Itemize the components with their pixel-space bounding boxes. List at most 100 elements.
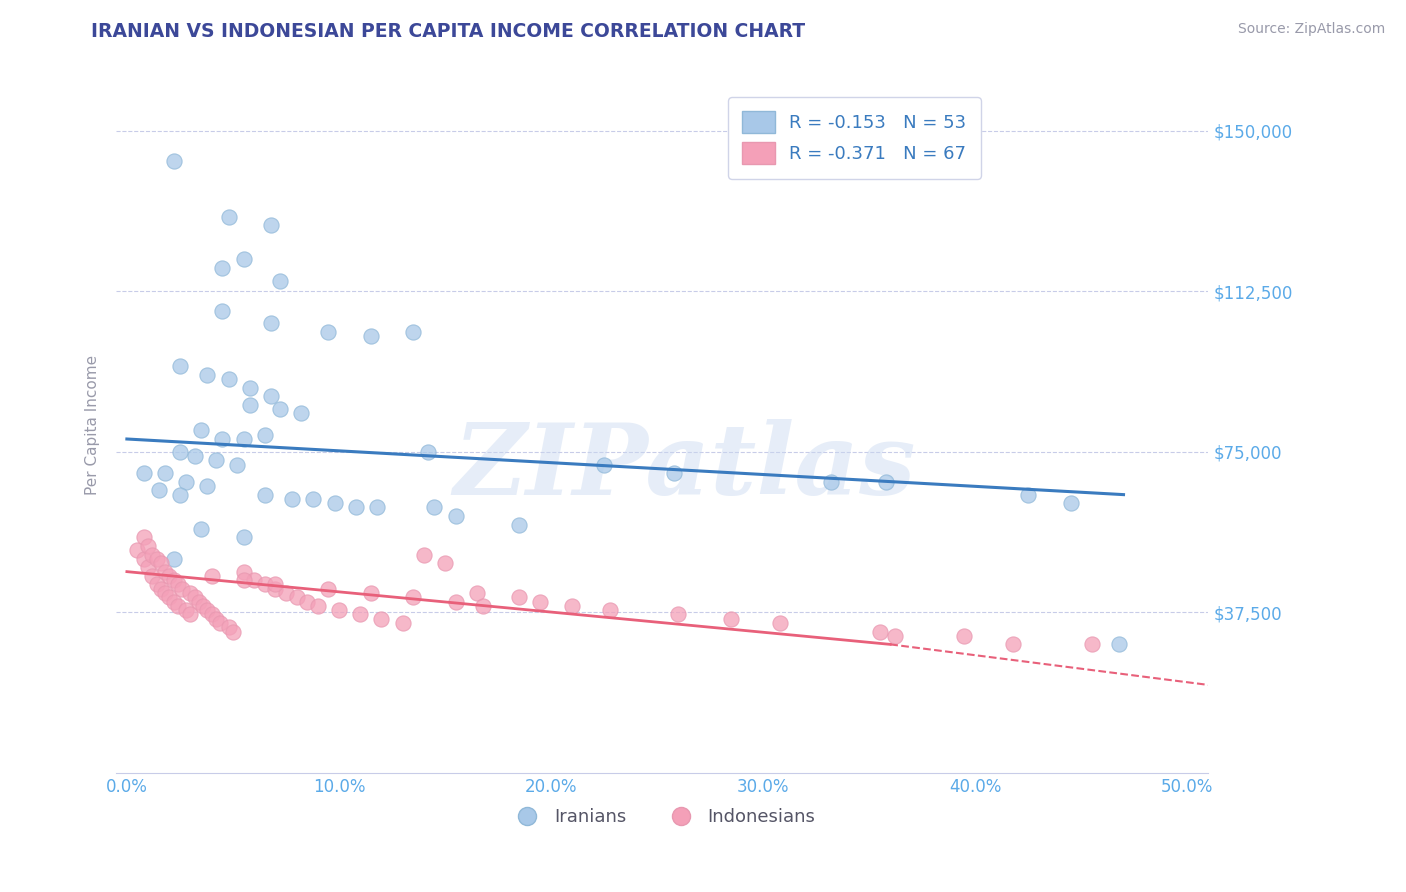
Point [157, 569, 180, 583]
Point [285, 591, 308, 605]
Point [366, 500, 388, 515]
Point [232, 432, 254, 446]
Point [444, 508, 467, 523]
Point [662, 467, 685, 481]
Point [149, 582, 172, 596]
Point [360, 329, 382, 343]
Point [132, 530, 155, 544]
Point [391, 615, 413, 630]
Point [239, 381, 262, 395]
Point [211, 260, 233, 275]
Point [201, 569, 224, 583]
Point [145, 551, 167, 566]
Point [184, 591, 207, 605]
Point [197, 368, 219, 382]
Point [243, 573, 266, 587]
Point [132, 551, 155, 566]
Point [211, 432, 233, 446]
Point [529, 594, 551, 608]
Text: IRANIAN VS INDONESIAN PER CAPITA INCOME CORRELATION CHART: IRANIAN VS INDONESIAN PER CAPITA INCOME … [91, 22, 806, 41]
Point [318, 582, 340, 596]
Point [599, 603, 621, 617]
Point [141, 548, 163, 562]
Point [323, 496, 346, 510]
Y-axis label: Per Capita Income: Per Capita Income [86, 355, 100, 495]
Point [307, 599, 329, 613]
Point [264, 582, 287, 596]
Point [141, 569, 163, 583]
Point [508, 591, 530, 605]
Point [820, 475, 842, 489]
Point [412, 548, 434, 562]
Point [402, 591, 425, 605]
Point [174, 603, 197, 617]
Point [157, 591, 180, 605]
Point [218, 372, 240, 386]
Point [218, 620, 240, 634]
Point [472, 599, 495, 613]
Point [465, 586, 488, 600]
Point [190, 522, 212, 536]
Point [295, 594, 318, 608]
Point [253, 488, 276, 502]
Point [197, 603, 219, 617]
Point [211, 303, 233, 318]
Point [188, 594, 211, 608]
Point [508, 517, 530, 532]
Point [136, 560, 159, 574]
Point [209, 615, 232, 630]
Point [179, 607, 201, 622]
Point [260, 317, 283, 331]
Point [169, 445, 191, 459]
Point [148, 483, 170, 498]
Point [769, 615, 792, 630]
Point [239, 398, 262, 412]
Point [269, 274, 291, 288]
Point [344, 500, 367, 515]
Point [1080, 637, 1102, 651]
Point [1108, 637, 1130, 651]
Point [423, 500, 446, 515]
Point [1059, 496, 1081, 510]
Point [132, 467, 155, 481]
Point [127, 543, 149, 558]
Text: Source: ZipAtlas.com: Source: ZipAtlas.com [1237, 22, 1385, 37]
Point [302, 491, 325, 506]
Point [162, 551, 184, 566]
Point [232, 573, 254, 587]
Point [136, 539, 159, 553]
Point [869, 624, 891, 639]
Point [169, 359, 191, 374]
Point [360, 586, 382, 600]
Point [201, 607, 224, 622]
Point [318, 325, 340, 339]
Point [260, 389, 283, 403]
Point [166, 599, 188, 613]
Point [274, 586, 297, 600]
Point [232, 530, 254, 544]
Point [222, 624, 245, 639]
Point [153, 586, 176, 600]
Point [190, 424, 212, 438]
Point [193, 599, 215, 613]
Legend: Iranians, Indonesians: Iranians, Indonesians [502, 801, 823, 833]
Point [349, 607, 371, 622]
Point [205, 612, 228, 626]
Point [593, 458, 616, 472]
Point [433, 556, 456, 570]
Point [260, 218, 283, 232]
Point [145, 577, 167, 591]
Point [162, 153, 184, 168]
Point [226, 458, 249, 472]
Point [328, 603, 350, 617]
Point [162, 594, 184, 608]
Point [281, 491, 304, 506]
Point [253, 427, 276, 442]
Point [253, 577, 276, 591]
Point [149, 556, 172, 570]
Point [179, 586, 201, 600]
Point [875, 475, 897, 489]
Point [290, 406, 312, 420]
Point [232, 565, 254, 579]
Text: ZIPatlas: ZIPatlas [453, 418, 915, 515]
